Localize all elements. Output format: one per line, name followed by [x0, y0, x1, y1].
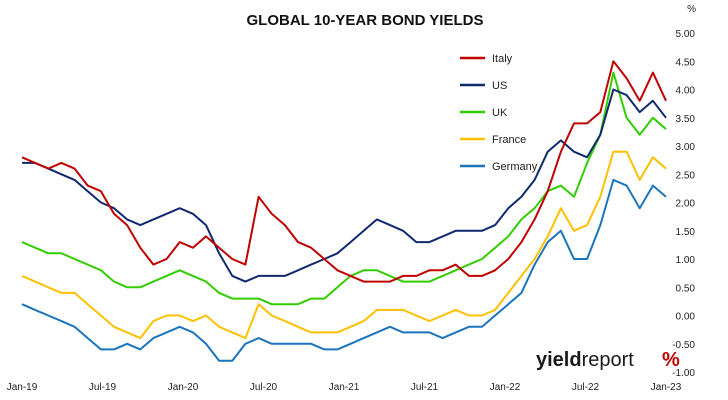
y-tick-label: 3.50	[676, 114, 696, 125]
yieldreport-logo: yieldreport %	[536, 349, 680, 371]
y-tick-label: 5.00	[676, 29, 696, 40]
y-axis-ticks: 5.00 4.50 4.00 3.50 3.00 2.50 2.00 1.50 1.00 0.50…	[672, 29, 695, 379]
y-tick-label: 0.00	[676, 312, 696, 323]
y-tick-label: 4.50	[676, 57, 696, 68]
legend-label-germany: Germany	[492, 161, 538, 173]
x-tick-label: Jan-20	[168, 382, 199, 393]
legend-label-us: US	[492, 80, 507, 92]
y-tick-label: -0.50	[672, 340, 695, 351]
logo-percent-icon: %	[662, 349, 680, 371]
legend-label-italy: Italy	[492, 53, 513, 65]
x-axis-ticks: Jan-19 Jul-19 Jan-20 Jul-20 Jan-21 Jul-21 Jan-…	[7, 382, 682, 393]
y-tick-label: 1.50	[676, 227, 696, 238]
y-tick-label: 1.00	[676, 255, 696, 266]
x-tick-label: Jul-21	[411, 382, 439, 393]
x-tick-label: Jul-20	[250, 382, 278, 393]
x-tick-label: Jul-22	[572, 382, 600, 393]
y-tick-label: -1.00	[672, 368, 695, 379]
chart-title: GLOBAL 10-YEAR BOND YIELDS	[247, 12, 484, 29]
y-tick-label: 4.00	[676, 86, 696, 97]
y-tick-label: 2.00	[676, 199, 696, 210]
logo-yield-text: yield	[536, 349, 582, 371]
y-tick-label: 2.50	[676, 170, 696, 181]
y-tick-label: 3.00	[676, 142, 696, 153]
x-tick-label: Jul-19	[89, 382, 117, 393]
legend-label-uk: UK	[492, 107, 508, 119]
logo-report-text: report	[582, 349, 635, 371]
series-line-uk	[21, 71, 667, 306]
x-tick-label: Jan-19	[7, 382, 38, 393]
y-tick-label: 0.50	[676, 283, 696, 294]
y-axis-unit: %	[687, 4, 696, 15]
x-tick-label: Jan-23	[651, 382, 682, 393]
series-line-germany	[21, 178, 667, 362]
series-layer	[21, 60, 667, 362]
x-tick-label: Jan-22	[490, 382, 521, 393]
series-line-us	[22, 88, 667, 283]
series-line-france	[21, 150, 667, 340]
legend-label-france: France	[492, 134, 526, 146]
x-tick-label: Jan-21	[329, 382, 360, 393]
series-line-italy	[21, 60, 667, 283]
legend: Italy US UK France Germany	[460, 53, 538, 173]
svg-text:yieldreport: yieldreport	[536, 349, 634, 371]
